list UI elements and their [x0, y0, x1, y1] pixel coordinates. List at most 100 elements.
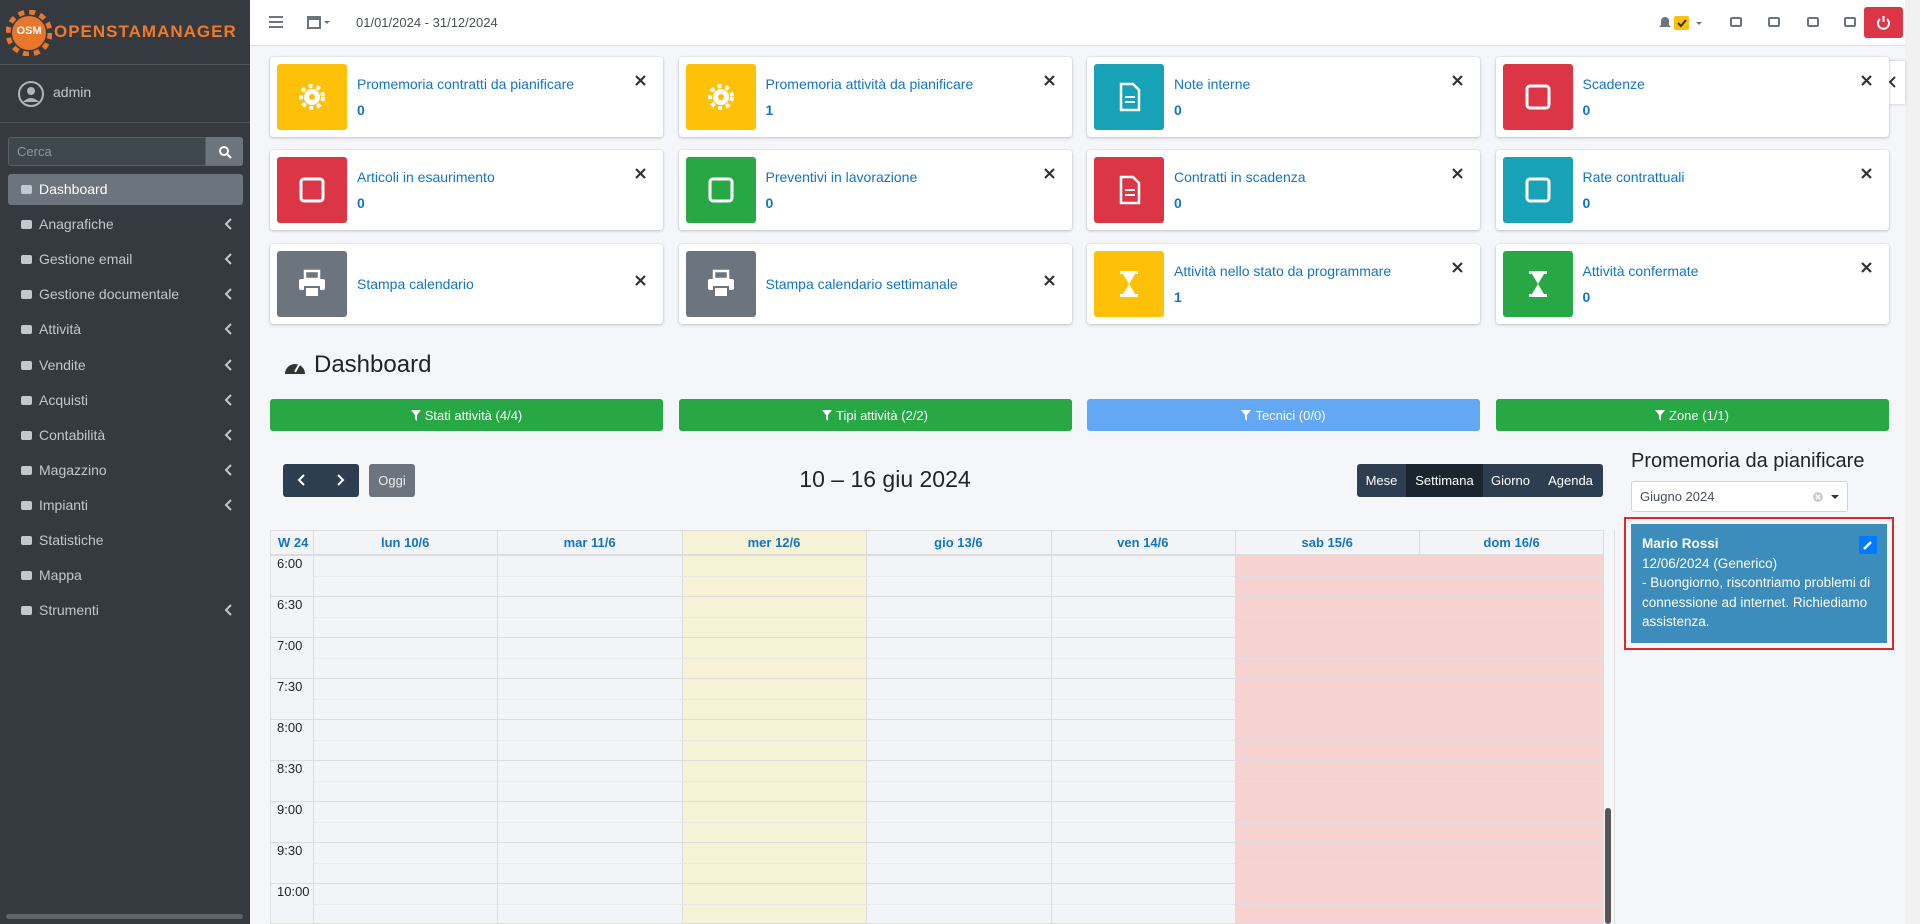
widget-icon [277, 250, 347, 317]
menu-item[interactable]: Attività [8, 314, 243, 345]
view-button[interactable]: Settimana [1406, 464, 1483, 497]
month-value: Giugno 2024 [1640, 489, 1715, 504]
menu-item[interactable]: Anagrafiche [8, 209, 243, 240]
search-icon [219, 146, 232, 159]
widget-title[interactable]: Stampa calendario [357, 275, 474, 292]
widget[interactable]: Promemoria attività da pianificare 1 [678, 57, 1072, 137]
icon-shape [224, 218, 232, 230]
search-input[interactable]: Cerca [8, 137, 206, 166]
slot-line [271, 596, 1603, 597]
widget-title[interactable]: Stampa calendario settimanale [765, 275, 958, 292]
widget-close [1043, 168, 1055, 180]
filter-button[interactable]: Zone (1/1) [1495, 399, 1889, 431]
widget-close [1452, 75, 1463, 86]
chevron [1888, 76, 1896, 88]
widget[interactable]: Promemoria contratti da pianificare 0 [270, 57, 663, 137]
widget[interactable]: Stampa calendario settimanale [678, 243, 1072, 324]
time-label: 8:00 [277, 720, 303, 735]
icon-shape [1877, 18, 1890, 30]
time-label: 6:00 [277, 556, 303, 571]
toolbar-icon [1807, 17, 1819, 27]
widget-title[interactable]: Contratti in scadenza [1174, 169, 1306, 186]
widget-title[interactable]: Attività confermate [1582, 262, 1699, 279]
icon-shape [303, 269, 321, 280]
slot-minor-line [313, 698, 1603, 700]
widget-icon [277, 64, 347, 130]
widget[interactable]: Note interne 0 [1087, 57, 1480, 137]
widget-glyph [299, 84, 325, 110]
icon-shape [27, 87, 35, 95]
menu-item[interactable]: Magazzino [8, 455, 243, 486]
filter-icon [1655, 409, 1665, 421]
month-select[interactable]: Giugno 2024 [1631, 481, 1848, 512]
view-button[interactable]: Giorno [1483, 464, 1538, 497]
widget[interactable]: Contratti in scadenza 0 [1087, 150, 1480, 231]
widget-title[interactable]: Rate contrattuali [1582, 169, 1685, 186]
search-button[interactable] [206, 137, 243, 166]
widget-icon [685, 157, 756, 224]
menu-item[interactable]: Gestione email [8, 244, 243, 275]
icon-shape [1677, 19, 1687, 28]
widget-glyph [299, 177, 325, 203]
column-line [866, 531, 868, 923]
menu-item[interactable]: Dashboard [8, 174, 243, 205]
date-range[interactable]: 01/01/2024 - 31/12/2024 [356, 15, 498, 30]
widget-icon [1094, 250, 1164, 317]
icon-shape [1123, 273, 1135, 294]
widget-title[interactable]: Scadenze [1582, 76, 1645, 92]
widget[interactable]: Rate contrattuali 0 [1495, 150, 1889, 231]
widget[interactable]: Stampa calendario [270, 243, 663, 324]
widget-title[interactable]: Note interne [1174, 76, 1251, 92]
menu-item[interactable]: Strumenti [8, 595, 243, 626]
filter-button[interactable]: Stati attività (4/4) [270, 399, 663, 431]
icon-shape [1815, 494, 1821, 500]
today-button[interactable]: Oggi [369, 464, 415, 497]
widget[interactable]: Scadenze 0 [1495, 57, 1889, 137]
widget[interactable]: Preventivi in lavorazione 0 [678, 150, 1072, 231]
icon-shape [224, 358, 232, 371]
chevron [224, 323, 232, 336]
widget-icon [685, 64, 756, 130]
page-title: Dashboard [314, 351, 432, 378]
widget-close [635, 75, 646, 86]
chevron [224, 393, 232, 406]
menu-icon [21, 465, 32, 475]
view-button[interactable]: Mese [1357, 464, 1406, 497]
widget[interactable]: Attività confermate 0 [1495, 243, 1889, 324]
logo-text: OSM [16, 25, 42, 37]
widget-title[interactable]: Preventivi in lavorazione [765, 169, 918, 186]
next-button[interactable] [321, 464, 359, 497]
widget-title[interactable]: Promemoria attività da pianificare [765, 76, 974, 92]
menu-item[interactable]: Statistiche [8, 525, 243, 556]
menu-item[interactable]: Impianti [8, 490, 243, 521]
filter-label: Stati attività (4/4) [424, 407, 523, 423]
widget[interactable]: Attività nello stato da programmare 1 [1087, 243, 1480, 324]
day-background [1235, 554, 1420, 923]
widget[interactable]: Articoli in esaurimento 0 [270, 150, 663, 231]
logout-button[interactable] [1864, 7, 1903, 38]
icon-shape [1120, 293, 1138, 297]
time-label: 9:00 [277, 802, 303, 817]
menu-item[interactable]: Mappa [8, 560, 243, 591]
filter-button[interactable]: Tecnici (0/0) [1087, 399, 1480, 431]
day-header: ven 14/6 [1117, 535, 1169, 550]
calendar-scrollbar [1605, 808, 1611, 924]
icon-shape [1452, 261, 1463, 273]
filter-button[interactable]: Tipi attività (2/2) [678, 399, 1072, 431]
brand: OPENSTAMANAGER [54, 22, 237, 41]
icon-shape [707, 84, 734, 110]
reminder-card[interactable]: Mario Rossi 12/06/2024 (Generico) - Buongi… [1631, 524, 1887, 643]
widget-title[interactable]: Promemoria contratti da pianificare [357, 76, 575, 92]
edit-button[interactable] [1859, 536, 1877, 554]
menu-item[interactable]: Acquisti [8, 385, 243, 416]
menu-item[interactable]: Vendite [8, 350, 243, 381]
icon-shape [224, 464, 232, 476]
widget-glyph [1525, 84, 1550, 110]
prev-button[interactable] [283, 464, 321, 497]
menu-item[interactable]: Contabilità [8, 420, 243, 451]
widget-title[interactable]: Articoli in esaurimento [357, 169, 495, 186]
view-button[interactable]: Agenda [1538, 464, 1603, 497]
menu-item[interactable]: Gestione documentale [8, 279, 243, 310]
widget-title[interactable]: Attività nello stato da programmare [1174, 262, 1392, 279]
